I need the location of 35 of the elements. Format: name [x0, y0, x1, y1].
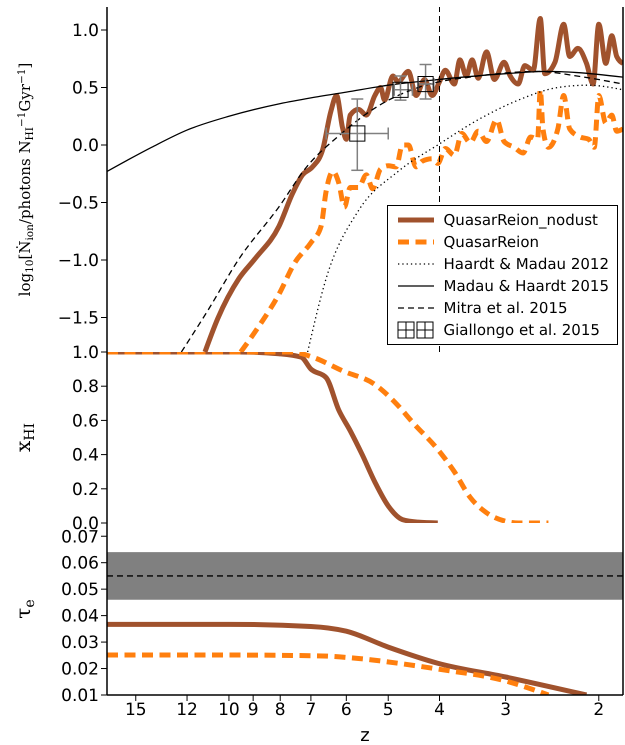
y-tick-label: 0.01	[61, 686, 99, 706]
y-tick-label: 0.2	[72, 480, 99, 500]
y-tick-label: −0.5	[58, 194, 99, 214]
y-tick-label: 0.6	[72, 411, 99, 432]
x-tick-label: 15	[124, 700, 147, 720]
y-tick-label: 0.8	[72, 377, 99, 398]
y-tick-label: 0.4	[72, 446, 99, 466]
x-tick-label: 2	[593, 700, 604, 720]
legend-label: QuasarReion_nodust	[444, 211, 598, 229]
legend-label: Madau & Haardt 2015	[444, 277, 609, 295]
x-tick-label: 8	[274, 700, 286, 720]
legend-label: Haardt & Madau 2012	[444, 255, 609, 273]
y-tick-label: 1.0	[72, 343, 99, 364]
x-tick-label: 7	[305, 700, 316, 720]
y-tick-label: 0.04	[61, 606, 99, 627]
y-tick-label: 0.03	[61, 633, 99, 654]
y-tick-label: 1.0	[72, 21, 99, 42]
y-tick-label: 0.0	[72, 136, 99, 156]
legend-label: Giallongo et al. 2015	[444, 321, 600, 339]
x-tick-label: 6	[340, 700, 352, 720]
x-tick-label: 12	[176, 700, 198, 720]
x-axis-title: z	[360, 725, 370, 745]
y-tick-label: −1.5	[58, 308, 99, 329]
x-tick-label: 9	[248, 700, 259, 720]
x-tick-label: 10	[218, 700, 240, 720]
y-tick-label: 0.5	[72, 78, 99, 99]
legend-label: Mitra et al. 2015	[444, 299, 568, 317]
x-tick-label: 3	[500, 700, 512, 720]
x-tick-label: 4	[434, 700, 445, 720]
y-tick-label: 0.05	[61, 580, 99, 600]
legend-label: QuasarReion	[444, 233, 540, 251]
y-tick-label: 0.02	[61, 660, 99, 680]
y-tick-label: −1.0	[58, 251, 99, 272]
y-tick-label: 0.06	[61, 554, 99, 574]
x-tick-label: 5	[382, 700, 394, 720]
